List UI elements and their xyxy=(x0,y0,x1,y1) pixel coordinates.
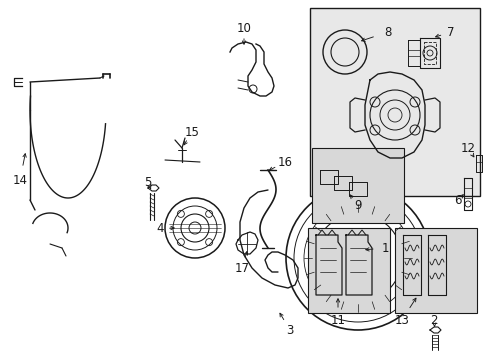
Text: 11: 11 xyxy=(330,314,345,327)
Text: 2: 2 xyxy=(429,314,437,327)
Text: 10: 10 xyxy=(236,22,251,35)
Text: 3: 3 xyxy=(286,324,293,337)
Bar xyxy=(307,228,389,313)
Bar xyxy=(309,8,479,196)
Text: 7: 7 xyxy=(447,26,454,39)
Text: 6: 6 xyxy=(453,194,461,207)
Text: 14: 14 xyxy=(13,174,27,186)
Text: 16: 16 xyxy=(277,156,292,168)
Bar xyxy=(311,148,403,223)
Text: 4: 4 xyxy=(156,221,163,234)
Bar xyxy=(394,228,476,313)
Text: 12: 12 xyxy=(460,141,474,154)
Text: 17: 17 xyxy=(234,261,249,274)
Text: 5: 5 xyxy=(144,176,151,189)
Text: 1: 1 xyxy=(381,242,388,255)
Text: 9: 9 xyxy=(353,198,361,212)
Text: 13: 13 xyxy=(394,314,408,327)
Text: 15: 15 xyxy=(184,126,199,139)
Text: 8: 8 xyxy=(384,26,391,39)
